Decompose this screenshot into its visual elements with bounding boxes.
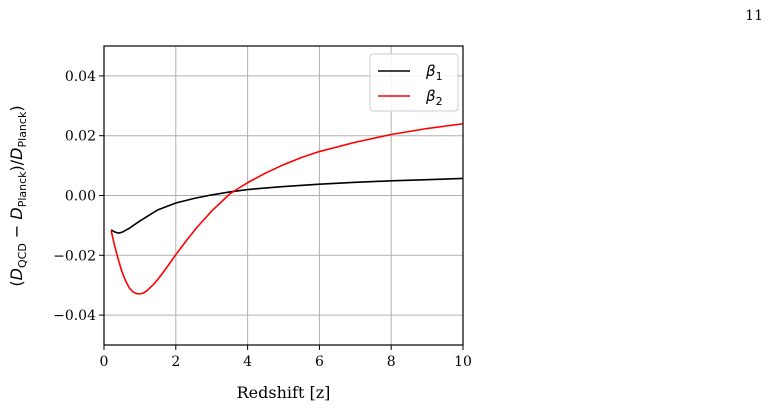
y-label-part: D — [7, 207, 26, 219]
legend-label-1: β1 — [425, 62, 443, 83]
x-tick-label: 10 — [454, 354, 472, 370]
y-tick-label: −0.04 — [53, 308, 96, 324]
series-line-2 — [110, 122, 464, 295]
series-line-1 — [110, 177, 464, 234]
x-tick-label: 4 — [243, 354, 252, 370]
y-tick-label: 0.00 — [65, 189, 96, 205]
y-label-part: Planck — [16, 171, 29, 207]
page-number: 11 — [745, 8, 763, 24]
x-axis-label: Redshift [z] — [237, 383, 331, 402]
ticks: 0 2 4 6 8 10 −0.04 −0.02 0.00 0.02 0.04 — [53, 69, 472, 370]
y-label-part: − — [7, 220, 26, 244]
legend-box — [369, 53, 459, 112]
y-label-part: Planck — [16, 111, 29, 147]
x-tick-label: 2 — [171, 354, 180, 370]
x-tick-label: 6 — [315, 354, 324, 370]
y-label-part: D — [7, 268, 26, 280]
y-axis-label: (DQCD − DPlanck)/DPlanck) — [7, 105, 29, 286]
y-label-part: ( — [7, 280, 26, 286]
y-tick-label: 0.02 — [65, 129, 96, 145]
y-label-part: QCD — [16, 243, 29, 268]
series-layer — [110, 122, 464, 295]
x-tick-label: 0 — [100, 354, 109, 370]
legend-label-2: β2 — [425, 87, 443, 108]
y-label-part: D — [7, 147, 26, 159]
y-label-part: )/ — [7, 159, 26, 171]
x-tick-label: 8 — [387, 354, 396, 370]
y-label-part: ) — [7, 105, 26, 111]
y-tick-label: −0.02 — [53, 248, 96, 264]
y-tick-label: 0.04 — [65, 69, 96, 85]
